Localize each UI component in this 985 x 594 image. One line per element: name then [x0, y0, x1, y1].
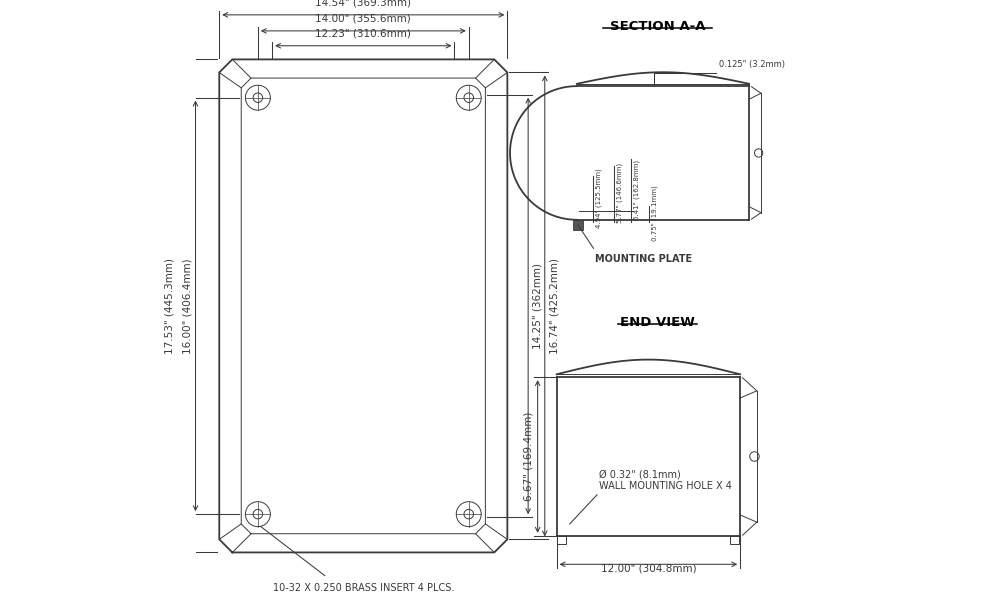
Text: 16.00" (406.4mm): 16.00" (406.4mm): [182, 258, 192, 353]
Text: 4.94" (125.5mm): 4.94" (125.5mm): [596, 168, 603, 228]
Text: 12.00" (304.8mm): 12.00" (304.8mm): [601, 564, 696, 574]
Text: 12.23" (310.6mm): 12.23" (310.6mm): [315, 29, 412, 39]
Text: 6.41" (162.8mm): 6.41" (162.8mm): [634, 159, 640, 220]
Text: 5.77" (146.6mm): 5.77" (146.6mm): [616, 163, 623, 223]
Text: 10-32 X 0.250 BRASS INSERT 4 PLCS.: 10-32 X 0.250 BRASS INSERT 4 PLCS.: [273, 583, 454, 593]
Text: 0.75" (19.1mm): 0.75" (19.1mm): [652, 185, 658, 241]
Text: END VIEW: END VIEW: [621, 316, 695, 329]
Text: 14.54" (369.3mm): 14.54" (369.3mm): [315, 0, 412, 8]
Text: 16.74" (425.2mm): 16.74" (425.2mm): [550, 258, 559, 354]
Text: 0.125" (3.2mm): 0.125" (3.2mm): [719, 60, 785, 69]
Text: 14.00" (355.6mm): 14.00" (355.6mm): [315, 14, 411, 24]
Text: MOUNTING PLATE: MOUNTING PLATE: [595, 254, 691, 264]
Bar: [730, 536, 739, 544]
Bar: [557, 536, 566, 544]
Text: 17.53" (445.3mm): 17.53" (445.3mm): [164, 258, 174, 354]
Bar: [572, 220, 583, 230]
Text: 6.67" (169.4mm): 6.67" (169.4mm): [523, 412, 533, 501]
Text: Ø 0.32" (8.1mm)
WALL MOUNTING HOLE X 4: Ø 0.32" (8.1mm) WALL MOUNTING HOLE X 4: [600, 470, 732, 491]
Text: 14.25" (362mm): 14.25" (362mm): [533, 263, 543, 349]
Text: SECTION A-A: SECTION A-A: [610, 20, 705, 33]
